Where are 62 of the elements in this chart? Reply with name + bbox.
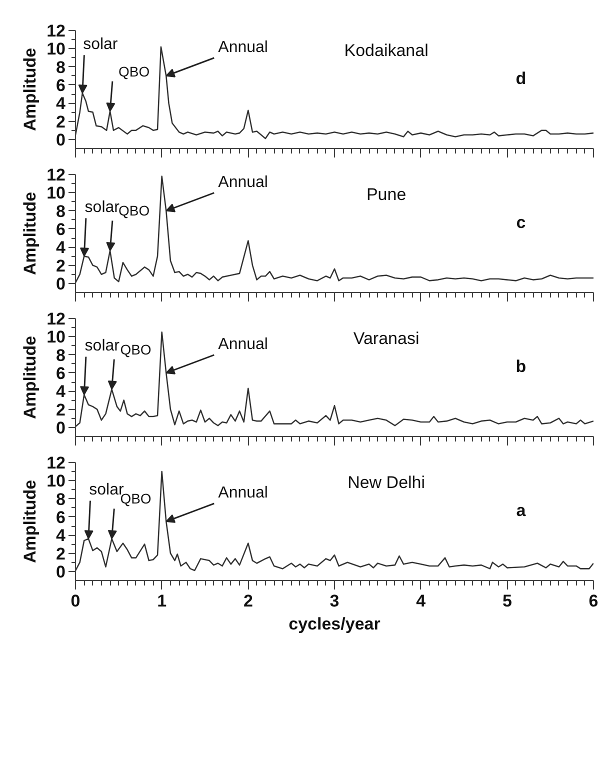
y-tick-label: 4: [56, 94, 66, 114]
y-tick-label: 12: [46, 166, 66, 184]
x-tick-label: 2: [243, 592, 253, 610]
y-tick-label: 8: [56, 346, 66, 365]
line-series: [76, 470, 594, 572]
annotation: d: [516, 69, 526, 88]
y-tick-label: 10: [46, 472, 66, 491]
y-tick-label: 8: [56, 202, 66, 221]
y-tick-label: 0: [56, 274, 66, 294]
y-tick-label: 6: [56, 364, 66, 383]
y-tick-label: 8: [56, 58, 66, 77]
y-tick-label: 6: [56, 220, 66, 239]
x-tick-label: 6: [588, 592, 598, 610]
annotation: QBO: [120, 490, 152, 507]
y-axis-title: Amplitude: [20, 336, 40, 420]
y-tick-label: 2: [56, 400, 66, 420]
y-tick-label: 12: [46, 310, 66, 328]
annotation: Varanasi: [353, 329, 420, 348]
y-tick-label: 0: [56, 130, 66, 150]
y-tick-label: 2: [56, 112, 66, 132]
annotation: Annual: [218, 38, 268, 56]
y-tick-label: 2: [56, 256, 66, 276]
annotation: Annual: [218, 336, 268, 353]
annotation: solar: [84, 199, 120, 216]
y-tick-label: 10: [46, 184, 66, 203]
x-tick-label: 3: [330, 592, 340, 610]
annotation: solar: [84, 338, 120, 355]
y-tick-label: 4: [56, 238, 66, 258]
y-axis-title: Amplitude: [20, 480, 40, 564]
x-tick-label: 5: [502, 592, 512, 610]
line-series: [76, 176, 594, 284]
annotation: QBO: [118, 202, 150, 219]
line-series: [76, 331, 594, 428]
x-axis-title: cycles/year: [288, 614, 381, 634]
annotation: New Delhi: [348, 473, 426, 492]
y-tick-label: 0: [56, 562, 66, 582]
annotation: b: [516, 357, 526, 376]
x-tick-label: 0: [70, 592, 80, 610]
annotation: c: [516, 213, 526, 232]
annotation: QBO: [118, 63, 150, 80]
x-tick-label: 1: [157, 592, 167, 610]
annotation: Pune: [366, 185, 406, 204]
annotation: Annual: [218, 174, 268, 191]
y-tick-label: 6: [56, 76, 66, 95]
y-tick-label: 12: [46, 22, 66, 40]
y-tick-label: 4: [56, 382, 66, 402]
y-tick-label: 4: [56, 526, 66, 546]
annotation: Annual: [218, 484, 268, 502]
y-axis-title: Amplitude: [20, 192, 40, 276]
y-tick-label: 10: [46, 328, 66, 347]
x-tick-label: 4: [416, 592, 426, 610]
annotation: solar: [83, 36, 118, 54]
y-axis-title: Amplitude: [20, 48, 40, 132]
y-tick-label: 0: [56, 418, 66, 438]
y-tick-label: 10: [46, 40, 66, 59]
y-tick-label: 2: [56, 544, 66, 564]
annotation: QBO: [120, 341, 152, 358]
annotation: Kodaikanal: [344, 41, 428, 60]
annotation: a: [516, 501, 526, 520]
y-tick-label: 6: [56, 508, 66, 527]
y-tick-label: 12: [46, 454, 66, 472]
y-tick-label: 8: [56, 490, 66, 509]
